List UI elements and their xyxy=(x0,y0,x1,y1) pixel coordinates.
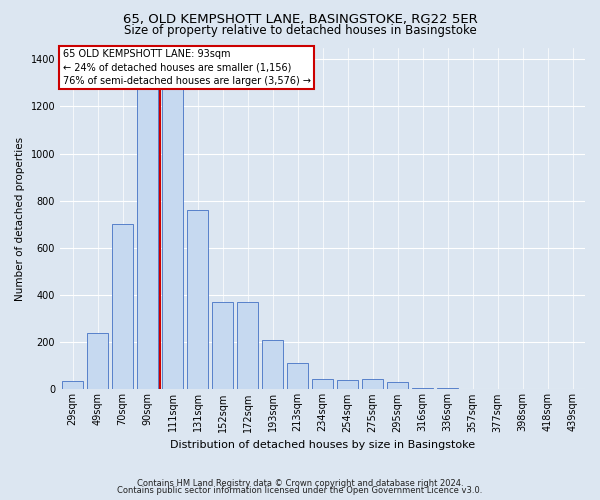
Bar xyxy=(337,380,358,390)
Bar xyxy=(437,388,458,390)
Bar xyxy=(87,333,108,390)
Text: Size of property relative to detached houses in Basingstoke: Size of property relative to detached ho… xyxy=(124,24,476,37)
Bar xyxy=(162,88,183,390)
Text: 65, OLD KEMPSHOTT LANE, BASINGSTOKE, RG22 5ER: 65, OLD KEMPSHOTT LANE, BASINGSTOKE, RG2… xyxy=(122,12,478,26)
Text: 65 OLD KEMPSHOTT LANE: 93sqm
← 24% of detached houses are smaller (1,156)
76% of: 65 OLD KEMPSHOTT LANE: 93sqm ← 24% of de… xyxy=(62,49,311,86)
Text: Contains public sector information licensed under the Open Government Licence v3: Contains public sector information licen… xyxy=(118,486,482,495)
Bar xyxy=(362,379,383,390)
Bar xyxy=(387,382,408,390)
Y-axis label: Number of detached properties: Number of detached properties xyxy=(15,136,25,300)
Bar xyxy=(237,302,258,390)
Bar xyxy=(412,388,433,390)
Bar xyxy=(112,224,133,390)
Bar xyxy=(187,210,208,390)
Bar xyxy=(287,364,308,390)
Bar xyxy=(137,83,158,390)
Bar xyxy=(312,379,333,390)
X-axis label: Distribution of detached houses by size in Basingstoke: Distribution of detached houses by size … xyxy=(170,440,475,450)
Bar xyxy=(212,302,233,390)
Bar xyxy=(62,381,83,390)
Bar xyxy=(262,340,283,390)
Text: Contains HM Land Registry data © Crown copyright and database right 2024.: Contains HM Land Registry data © Crown c… xyxy=(137,478,463,488)
